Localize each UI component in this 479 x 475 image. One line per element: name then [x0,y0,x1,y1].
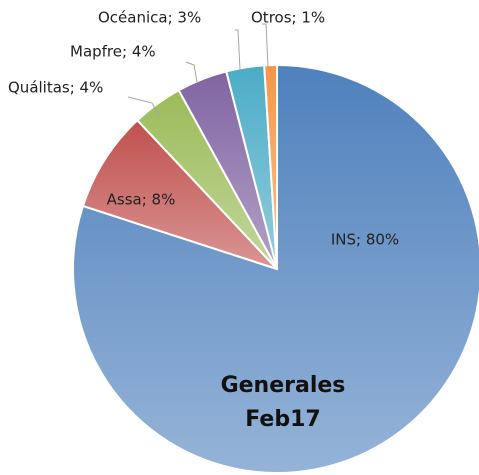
data-label: Océanica; 3% [98,9,201,27]
leader-line [262,23,269,68]
chart-title: Generales [221,373,346,398]
data-label: Mapfre; 4% [70,43,156,61]
data-label: Quálitas; 4% [8,79,103,97]
data-label: Assa; 8% [107,191,176,209]
pie-slice [81,118,278,270]
data-label: Otros; 1% [251,9,325,27]
leader-lines [127,23,269,119]
data-label: INS; 80% [331,231,399,249]
leader-line [127,96,161,119]
pie-slice [263,63,278,270]
leader-line [185,61,198,83]
leader-line [235,29,241,71]
pie [72,63,479,474]
chart-title: Feb17 [245,407,320,432]
